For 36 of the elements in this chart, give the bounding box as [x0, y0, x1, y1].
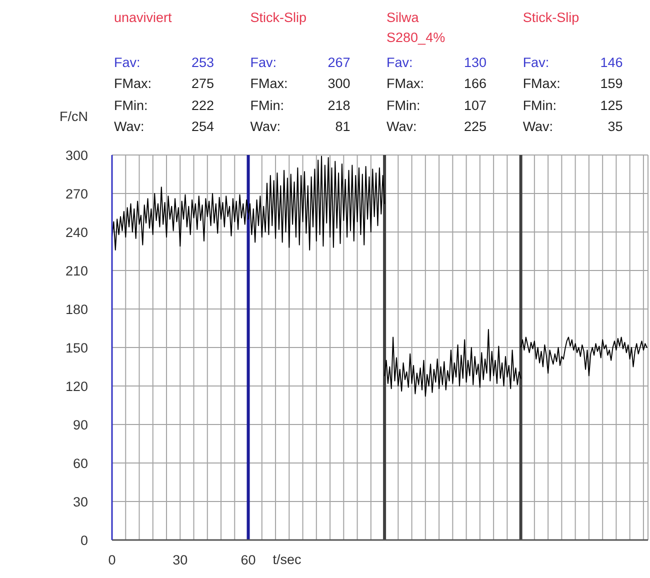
- x-tick-label: 0: [108, 552, 116, 568]
- text: FMax: 166: [386, 76, 487, 92]
- text: Wav: 81: [250, 118, 350, 134]
- text: Wav: 225: [386, 118, 487, 134]
- text: FMin: 107: [386, 98, 487, 113]
- text: Fav: 253: [114, 55, 214, 70]
- text: Silwa S280_4%: [386, 10, 446, 45]
- y-tick-label: 270: [65, 186, 88, 202]
- text: Fav: 146: [522, 55, 623, 70]
- text: FMin: 218: [250, 98, 350, 113]
- text: Stick-Slip: [250, 10, 307, 25]
- y-tick-label: 300: [65, 148, 88, 163]
- text: FMax: 159: [522, 76, 623, 92]
- y-tick-label: 150: [65, 340, 88, 356]
- y-tick-label: 210: [65, 263, 88, 278]
- x-axis-title: t/sec: [272, 552, 302, 567]
- text: FMin: 125: [522, 98, 623, 113]
- y-tick-label: 240: [65, 224, 88, 240]
- y-tick-label: 30: [72, 494, 88, 510]
- text: Wav: 254: [114, 118, 214, 134]
- text: unaviviert: [114, 10, 172, 25]
- y-tick-label: 0: [80, 532, 88, 548]
- text: Fav: 267: [250, 55, 350, 70]
- y-tick-label: 180: [65, 302, 88, 317]
- x-tick-label: 30: [172, 552, 188, 568]
- text: Wav: 35: [522, 118, 623, 134]
- y-axis-title: F/cN: [60, 109, 88, 124]
- text: FMin: 222: [114, 98, 214, 113]
- text: FMax: 275: [114, 76, 214, 92]
- text: Fav: 130: [386, 55, 487, 70]
- text: Stick-Slip: [522, 10, 580, 25]
- text: FMax: 300: [250, 76, 350, 92]
- y-tick-label: 90: [72, 417, 88, 432]
- y-tick-label: 60: [72, 456, 88, 471]
- x-tick-label: 60: [240, 552, 256, 568]
- y-tick-label: 120: [65, 378, 88, 394]
